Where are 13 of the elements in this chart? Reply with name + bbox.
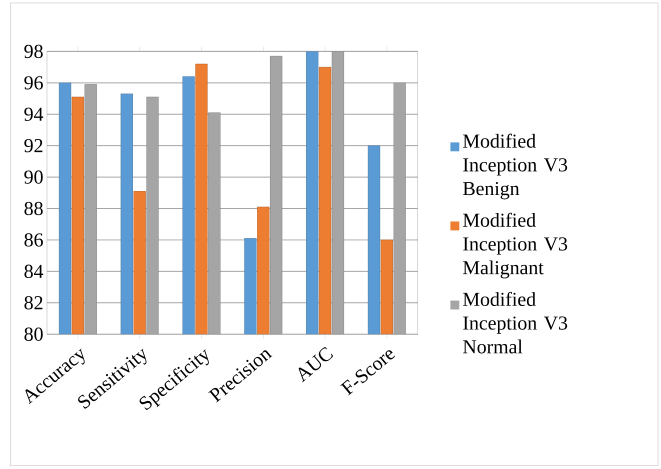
y-tick-label: 92 — [24, 139, 42, 152]
y-tick-label: 82 — [24, 296, 42, 310]
y-tick-label: 80 — [24, 328, 43, 342]
y-tick-label: 90 — [24, 170, 43, 184]
legend-label: Modified Inception V3 Benign — [463, 134, 568, 200]
y-tick-label: 86 — [24, 233, 43, 247]
y-tick-label: 94 — [24, 108, 44, 122]
y-tick-label: 84 — [24, 264, 44, 278]
legend-label: Modified Inception V3 Malignant — [463, 212, 568, 279]
y-tick-label: 88 — [24, 202, 43, 216]
y-tick-label: 98 — [24, 44, 43, 58]
legend-label: Modified Inception V3 Normal — [463, 292, 568, 354]
y-tick-label: 96 — [24, 76, 43, 90]
